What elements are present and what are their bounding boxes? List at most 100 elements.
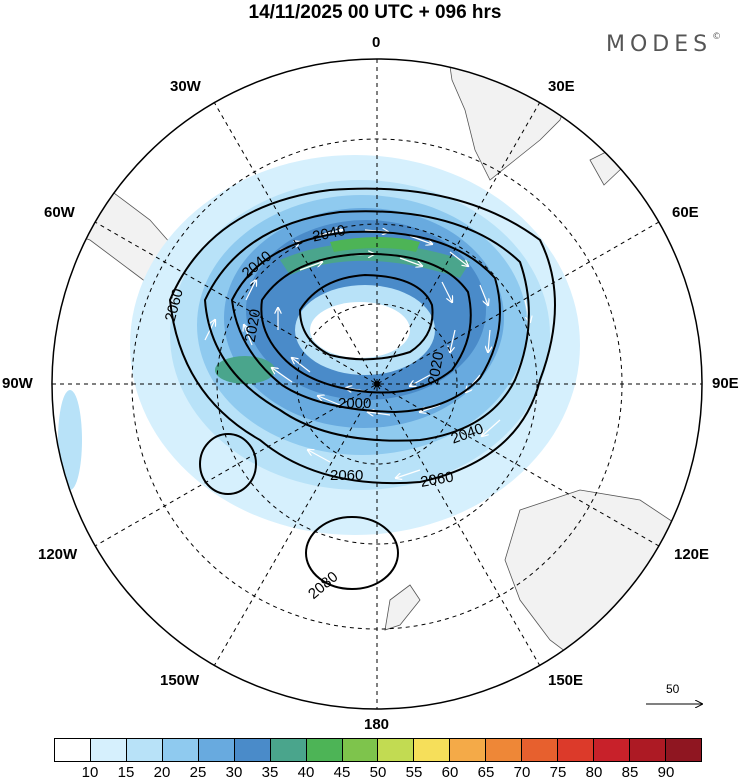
wind-vector: [292, 358, 311, 373]
colorbar-tick-label: 25: [189, 764, 207, 781]
contour-label: 2060: [330, 467, 363, 484]
colorbar-tick-label: 35: [261, 764, 279, 781]
wind-vector: [488, 329, 490, 352]
colorbar-swatch: [630, 739, 666, 761]
colorbar-swatch: [486, 739, 523, 761]
contour-2040: [203, 210, 530, 442]
colorbar-swatch: [55, 739, 91, 761]
contour-2020: [230, 230, 501, 414]
wind-vector: [450, 329, 456, 352]
jet-core-45: [330, 237, 420, 252]
madagascar-land: [589, 149, 623, 186]
colorbar-tick-label: 45: [333, 764, 351, 781]
lon-label-120w: 120W: [38, 546, 78, 563]
wind-vector: [409, 235, 432, 244]
lon-label-30w: 30W: [170, 78, 201, 95]
pole-dot: [374, 381, 380, 387]
height-contours: [168, 187, 556, 590]
colorbar-swatch: [198, 739, 235, 761]
contour-2060-closed: [199, 433, 257, 495]
jet-core-40: [280, 242, 470, 278]
contour-label: 2040: [311, 222, 347, 246]
colorbar-tick-labels: 10 15 20 25 30 35 40 45 50 55 60 65 70 75 80 85 90: [54, 764, 702, 782]
colorbar-swatch: [234, 739, 271, 761]
map-boundary: [51, 58, 703, 710]
africa-land: [445, 59, 576, 181]
wind-vector: [396, 469, 421, 478]
wind-vector: [245, 280, 256, 301]
colorbar-tick-label: 30: [225, 764, 243, 781]
colorbar-swatch: [342, 739, 379, 761]
wind-vector: [308, 450, 331, 463]
australia-land: [504, 489, 701, 681]
wind-vector: [319, 230, 342, 236]
wind-patch-e: [58, 390, 82, 490]
colorbar-tick-label: 90: [657, 764, 675, 781]
wind-vector: [420, 404, 441, 412]
map-disk: [58, 59, 701, 681]
wind-vector: [479, 284, 488, 305]
lon-label-150e: 150E: [548, 672, 584, 689]
wind-vector: [272, 368, 293, 383]
colorbar-swatch: [594, 739, 630, 761]
contour-label: 2020: [242, 308, 265, 344]
colorbar-tick-label: 75: [549, 764, 567, 781]
wind-vector: [449, 251, 468, 266]
lon-label-120e: 120E: [674, 546, 710, 563]
contour-2080-closed: [305, 516, 399, 590]
colorbar-tick-label: 55: [405, 764, 423, 781]
latitude-circle: [216, 223, 538, 545]
lon-label-90e: 90E: [712, 375, 739, 392]
colorbar-swatch: [558, 739, 595, 761]
wind-vector: [482, 419, 501, 436]
lon-label-180: 180: [364, 716, 390, 733]
colorbar-tick-label: 80: [585, 764, 603, 781]
colorbar-tick-label: 10: [81, 764, 99, 781]
colorbar-swatch: [522, 739, 559, 761]
wind-vector: [441, 281, 452, 302]
new-zealand-land: [384, 584, 421, 631]
contour-label: 2060: [419, 468, 455, 491]
colorbar-tick-label: 15: [117, 764, 135, 781]
colorbar-tick-label: 70: [513, 764, 531, 781]
contour-2000: [260, 252, 472, 394]
reference-vector-label: 50: [666, 682, 680, 696]
wind-vector: [368, 412, 391, 415]
contour-2060: [168, 187, 556, 485]
colorbar-tick-label: 65: [477, 764, 495, 781]
colorbar-tick-label: 50: [369, 764, 387, 781]
colorbar-tick-label: 85: [621, 764, 639, 781]
contour-label: 2000: [338, 395, 371, 412]
contour-label: 2080: [305, 568, 341, 602]
lon-label-90w: 90W: [2, 375, 33, 392]
wind-speed-colorbar: [54, 738, 702, 762]
inner-calm-core: [310, 302, 410, 358]
lon-label-30e: 30E: [548, 78, 575, 95]
lon-label-60w: 60W: [44, 204, 75, 221]
contour-inner: [298, 273, 434, 361]
colorbar-swatch: [306, 739, 343, 761]
colorbar-swatch: [378, 739, 415, 761]
wind-speed-shading: [58, 155, 580, 535]
colorbar-swatch: [162, 739, 199, 761]
contour-label: 2020: [425, 350, 448, 386]
wind-vector: [299, 262, 322, 271]
colorbar-tick-label: 60: [441, 764, 459, 781]
lon-label-150w: 150W: [160, 672, 200, 689]
graticule: [52, 59, 702, 709]
latitude-circle: [296, 303, 458, 465]
colorbar-swatch: [270, 739, 307, 761]
wind-vector: [399, 257, 422, 266]
colorbar-swatch: [90, 739, 127, 761]
colorbar-swatch: [450, 739, 487, 761]
colorbar-swatch: [126, 739, 163, 761]
lon-label-0: 0: [372, 34, 381, 51]
modes-logo: MODES©: [606, 32, 722, 57]
colorbar-tick-label: 20: [153, 764, 171, 781]
wind-vector: [318, 396, 341, 406]
map-title: 14/11/2025 00 UTC + 096 hrs: [248, 2, 502, 23]
colorbar-swatch: [414, 739, 451, 761]
colorbar-swatch: [665, 739, 701, 761]
lon-label-60e: 60E: [672, 204, 699, 221]
